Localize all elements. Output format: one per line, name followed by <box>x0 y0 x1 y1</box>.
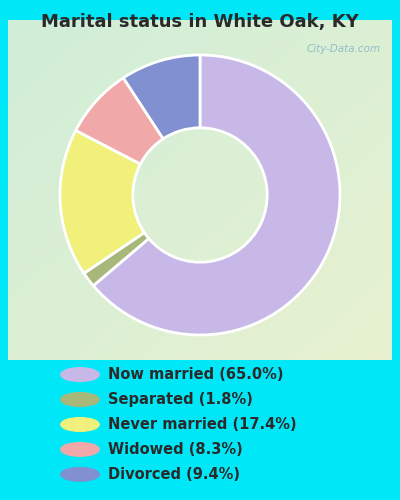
Text: Separated (1.8%): Separated (1.8%) <box>108 392 253 407</box>
Text: Never married (17.4%): Never married (17.4%) <box>108 417 297 432</box>
Text: City-Data.com: City-Data.com <box>306 44 380 54</box>
Text: Widowed (8.3%): Widowed (8.3%) <box>108 442 243 457</box>
Circle shape <box>61 392 99 406</box>
Circle shape <box>61 418 99 432</box>
Text: Now married (65.0%): Now married (65.0%) <box>108 367 284 382</box>
Wedge shape <box>76 78 163 164</box>
Text: Divorced (9.4%): Divorced (9.4%) <box>108 467 240 482</box>
Circle shape <box>61 468 99 481</box>
Wedge shape <box>60 130 144 274</box>
Wedge shape <box>93 55 340 335</box>
Wedge shape <box>123 55 200 139</box>
Wedge shape <box>84 232 149 285</box>
Circle shape <box>61 368 99 382</box>
Circle shape <box>61 442 99 456</box>
Text: Marital status in White Oak, KY: Marital status in White Oak, KY <box>41 12 359 30</box>
